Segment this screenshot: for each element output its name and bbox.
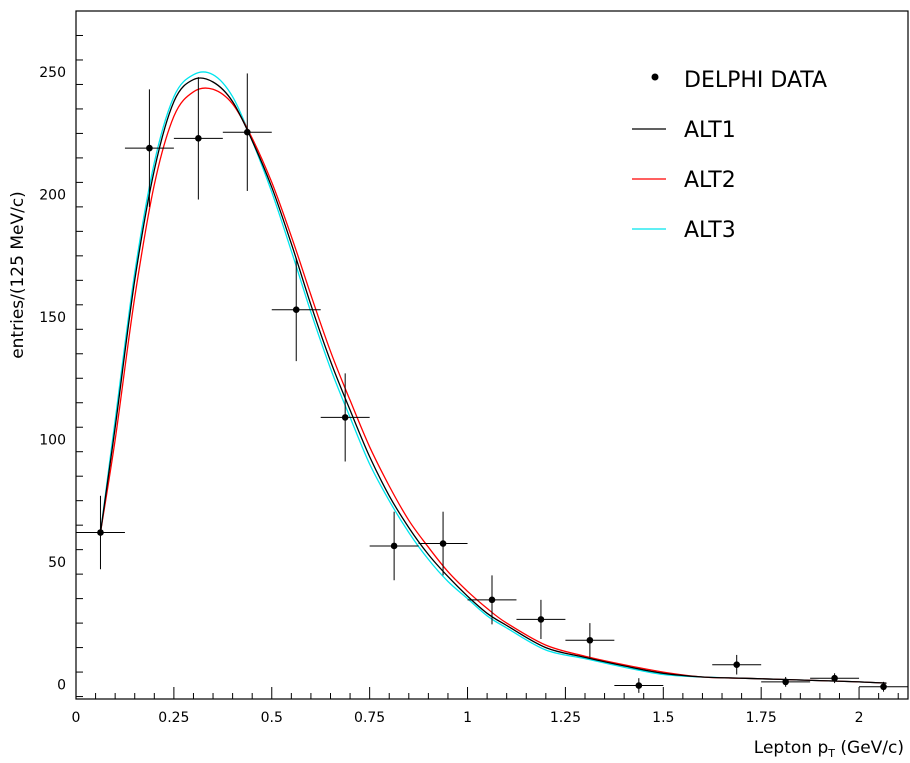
- data-point: [859, 681, 908, 692]
- y-axis: 0 50 100 150 200 250: [39, 10, 83, 698]
- data-point: [810, 673, 860, 684]
- x-tick-label: 0.5: [261, 710, 283, 726]
- legend-entry: DELPHI DATA: [651, 68, 827, 93]
- data-point: [173, 77, 223, 200]
- legend-entry: ALT2: [632, 168, 736, 193]
- x-axis: 0 0.25 0.5 0.75 1 1.25 1.5 1.75 2: [72, 687, 899, 726]
- data-point: [222, 73, 272, 191]
- data-marker: [831, 674, 838, 682]
- data-point: [712, 654, 762, 675]
- x-tick-label: 1: [463, 710, 472, 726]
- legend-label: ALT3: [684, 218, 736, 243]
- data-points: [76, 73, 908, 693]
- y-tick-label: 250: [39, 65, 66, 81]
- data-marker: [880, 683, 887, 691]
- data-marker: [390, 542, 398, 550]
- x-tick-label: 0: [72, 710, 81, 726]
- data-marker: [292, 306, 300, 314]
- legend-entry: ALT3: [632, 218, 736, 243]
- data-marker: [195, 135, 202, 142]
- y-axis-title: entries/(125 MeV/c): [8, 191, 28, 359]
- x-axis-title: Lepton pT (GeV/c): [754, 738, 904, 760]
- data-point: [271, 258, 321, 362]
- y-tick-label: 150: [39, 310, 66, 326]
- legend-label: ALT1: [684, 118, 736, 143]
- x-tick-label: 0.25: [158, 710, 189, 726]
- data-marker: [146, 144, 153, 152]
- y-tick-label: 200: [39, 188, 66, 204]
- y-tick-label: 0: [57, 677, 66, 693]
- x-tick-label: 1.75: [746, 710, 777, 726]
- legend: DELPHI DATA ALT1 ALT2 ALT3: [632, 68, 827, 243]
- x-tick-label: 2: [855, 710, 864, 726]
- data-point: [369, 511, 419, 581]
- x-tick-label: 1.5: [652, 710, 674, 726]
- y-tick-label: 50: [48, 555, 66, 571]
- data-marker: [537, 616, 545, 623]
- data-point: [124, 89, 174, 207]
- data-point: [761, 676, 811, 687]
- data-marker: [635, 682, 643, 689]
- data-marker: [439, 540, 447, 547]
- data-marker: [97, 529, 104, 536]
- plot-frame: [75, 10, 909, 700]
- legend-marker: [651, 73, 659, 81]
- x-tick-label: 0.75: [354, 710, 385, 726]
- series-alt3-line: [99, 71, 887, 684]
- legend-label: DELPHI DATA: [684, 68, 827, 93]
- series-alt2-line: [99, 87, 887, 684]
- data-marker: [243, 128, 251, 136]
- data-marker: [488, 596, 496, 604]
- x-tick-label: 1.25: [550, 710, 581, 726]
- data-marker: [341, 414, 349, 421]
- data-marker: [586, 636, 594, 644]
- series-alt1-line: [99, 77, 887, 684]
- data-point: [614, 678, 664, 693]
- data-point: [320, 373, 370, 462]
- data-marker: [782, 678, 789, 686]
- curves: [99, 71, 887, 684]
- legend-entry: ALT1: [632, 118, 736, 143]
- data-point: [76, 495, 125, 570]
- data-marker: [733, 661, 741, 669]
- data-point: [467, 575, 517, 625]
- data-point: [565, 623, 615, 658]
- data-point: [418, 511, 468, 576]
- y-tick-label: 100: [39, 432, 66, 448]
- legend-label: ALT2: [684, 168, 736, 193]
- data-point: [516, 599, 566, 640]
